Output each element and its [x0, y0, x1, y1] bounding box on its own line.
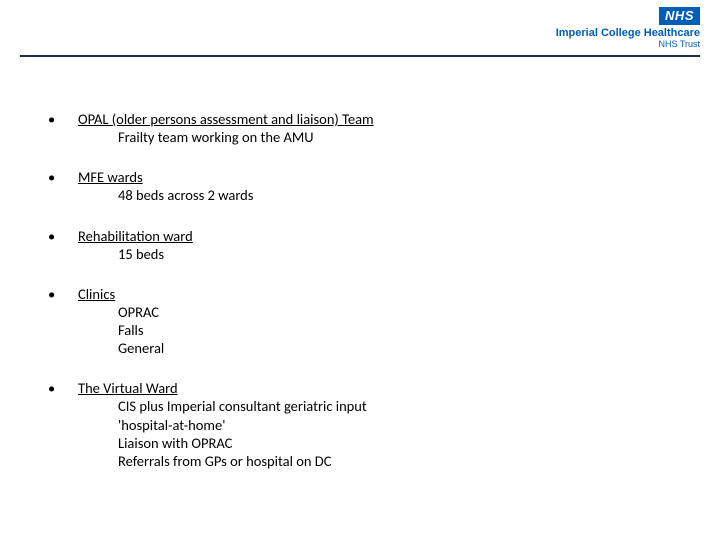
- bullet: •: [48, 110, 78, 146]
- list-item: • The Virtual Ward CIS plus Imperial con…: [48, 379, 660, 470]
- list-item: • OPAL (older persons assessment and lia…: [48, 110, 660, 146]
- item-sub: 15 beds: [78, 245, 660, 263]
- bullet: •: [48, 379, 78, 470]
- divider: [20, 55, 700, 57]
- item-body: Rehabilitation ward 15 beds: [78, 227, 660, 263]
- content: • OPAL (older persons assessment and lia…: [48, 110, 660, 492]
- item-title: The Virtual Ward: [78, 379, 178, 397]
- nhs-box: NHS: [659, 7, 700, 25]
- item-body: The Virtual Ward CIS plus Imperial consu…: [78, 379, 660, 470]
- item-body: OPAL (older persons assessment and liais…: [78, 110, 660, 146]
- list-item: • MFE wards 48 beds across 2 wards: [48, 168, 660, 204]
- item-sub: Referrals from GPs or hospital on DC: [78, 452, 660, 470]
- trust-sub: NHS Trust: [556, 39, 700, 49]
- item-body: MFE wards 48 beds across 2 wards: [78, 168, 660, 204]
- bullet: •: [48, 227, 78, 263]
- item-title: OPAL (older persons assessment and liais…: [78, 110, 374, 128]
- item-title: Rehabilitation ward: [78, 227, 193, 245]
- item-sub: 48 beds across 2 wards: [78, 186, 660, 204]
- item-sub: 'hospital-at-home': [78, 416, 660, 434]
- trust-name: Imperial College Healthcare: [556, 27, 700, 39]
- item-body: Clinics OPRAC Falls General: [78, 285, 660, 358]
- item-title: MFE wards: [78, 168, 143, 186]
- item-sub: OPRAC: [78, 303, 660, 321]
- bullet: •: [48, 285, 78, 358]
- nhs-logo: NHS Imperial College Healthcare NHS Trus…: [556, 6, 700, 49]
- bullet: •: [48, 168, 78, 204]
- item-sub: Falls: [78, 321, 660, 339]
- item-sub: Liaison with OPRAC: [78, 434, 660, 452]
- item-sub: Frailty team working on the AMU: [78, 128, 660, 146]
- list-item: • Rehabilitation ward 15 beds: [48, 227, 660, 263]
- item-title: Clinics: [78, 285, 115, 303]
- item-sub: CIS plus Imperial consultant geriatric i…: [78, 397, 660, 415]
- list-item: • Clinics OPRAC Falls General: [48, 285, 660, 358]
- item-sub: General: [78, 339, 660, 357]
- slide-header: NHS Imperial College Healthcare NHS Trus…: [0, 0, 720, 55]
